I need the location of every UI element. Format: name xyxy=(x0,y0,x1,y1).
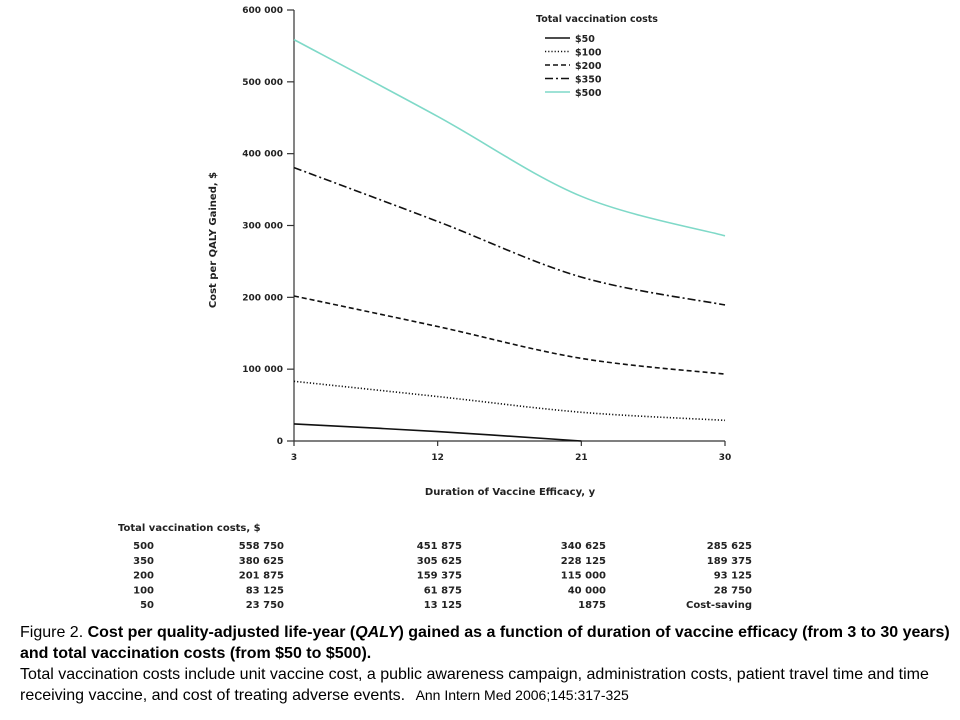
table-cell: 23 750 xyxy=(246,600,284,611)
y-tick-label: 300 000 xyxy=(242,222,283,232)
legend-entry: $200 xyxy=(575,61,602,72)
series-line-50 xyxy=(293,423,582,442)
y-tick-label: 500 000 xyxy=(242,78,283,88)
x-tick-label: 21 xyxy=(575,453,588,463)
table-cell: Cost-saving xyxy=(686,600,752,611)
y-tick-label: 400 000 xyxy=(242,150,283,160)
table-cell: 500 xyxy=(133,541,154,552)
caption-title-qaly: QALY xyxy=(355,624,399,641)
table-cell: 451 875 xyxy=(417,541,462,552)
legend-entry: $350 xyxy=(575,75,602,86)
series-line-200 xyxy=(293,295,726,375)
table-cell: 201 875 xyxy=(239,571,284,582)
table-cell: 228 125 xyxy=(561,556,606,567)
table-cell: 61 875 xyxy=(424,585,462,596)
legend-entry: $50 xyxy=(575,34,595,45)
y-tick-label: 0 xyxy=(277,437,283,447)
table-cell: 1875 xyxy=(578,600,606,611)
table-cell: 159 375 xyxy=(417,571,462,582)
table-cell: 380 625 xyxy=(239,556,284,567)
series-line-350 xyxy=(293,166,726,306)
table-cell: 100 xyxy=(133,585,154,596)
table-cell: 50 xyxy=(140,600,154,611)
y-tick-label: 200 000 xyxy=(242,293,283,303)
series-lines xyxy=(293,38,726,442)
x-axis-label: Duration of Vaccine Efficacy, y xyxy=(425,487,596,498)
data-table: Total vaccination costs, $ 500 558 750 451 … xyxy=(118,523,752,611)
table-cell: 189 375 xyxy=(707,556,752,567)
table-cell: 115 000 xyxy=(561,571,606,582)
table-title: Total vaccination costs, $ xyxy=(118,523,261,534)
table-cell: 28 750 xyxy=(714,585,752,596)
x-tick-label: 3 xyxy=(291,453,297,463)
table-cell: 285 625 xyxy=(707,541,752,552)
x-tick-label: 30 xyxy=(719,453,732,463)
table-cell: 13 125 xyxy=(424,600,462,611)
axes: 0 100 000 200 000 300 000 400 000 500 000 600 … xyxy=(242,6,731,463)
caption-body: Total vaccination costs include unit vac… xyxy=(20,666,929,704)
table-cell: 83 125 xyxy=(246,585,284,596)
caption-title-part2: ) gained as a function of duration of va… xyxy=(20,624,950,662)
caption-label: Figure 2. xyxy=(20,624,84,641)
y-axis-label: Cost per QALY Gained, $ xyxy=(208,172,219,308)
table-cell: 40 000 xyxy=(568,585,606,596)
table-cell: 558 750 xyxy=(239,541,284,552)
legend-title: Total vaccination costs xyxy=(536,14,658,25)
y-tick-label: 600 000 xyxy=(242,6,283,16)
legend-entry: $100 xyxy=(575,48,602,59)
table-cell: 200 xyxy=(133,571,154,582)
series-line-500 xyxy=(293,38,726,237)
table-cell: 93 125 xyxy=(714,571,752,582)
legend: Total vaccination costs $50 $100 $200 $350 $5… xyxy=(536,14,658,99)
caption-source: Ann Intern Med 2006;145:317-325 xyxy=(415,687,629,703)
chart: 0 100 000 200 000 300 000 400 000 500 000 600 … xyxy=(118,6,752,611)
figure-caption: Figure 2. Cost per quality-adjusted life… xyxy=(20,622,958,706)
table-cell: 305 625 xyxy=(417,556,462,567)
x-tick-label: 12 xyxy=(431,453,444,463)
table-cell: 340 625 xyxy=(561,541,606,552)
caption-title-part1: Cost per quality-adjusted life-year ( xyxy=(87,624,356,641)
y-tick-label: 100 000 xyxy=(242,365,283,375)
series-line-100 xyxy=(293,380,726,422)
legend-entry: $500 xyxy=(575,88,602,99)
table-cell: 350 xyxy=(133,556,154,567)
